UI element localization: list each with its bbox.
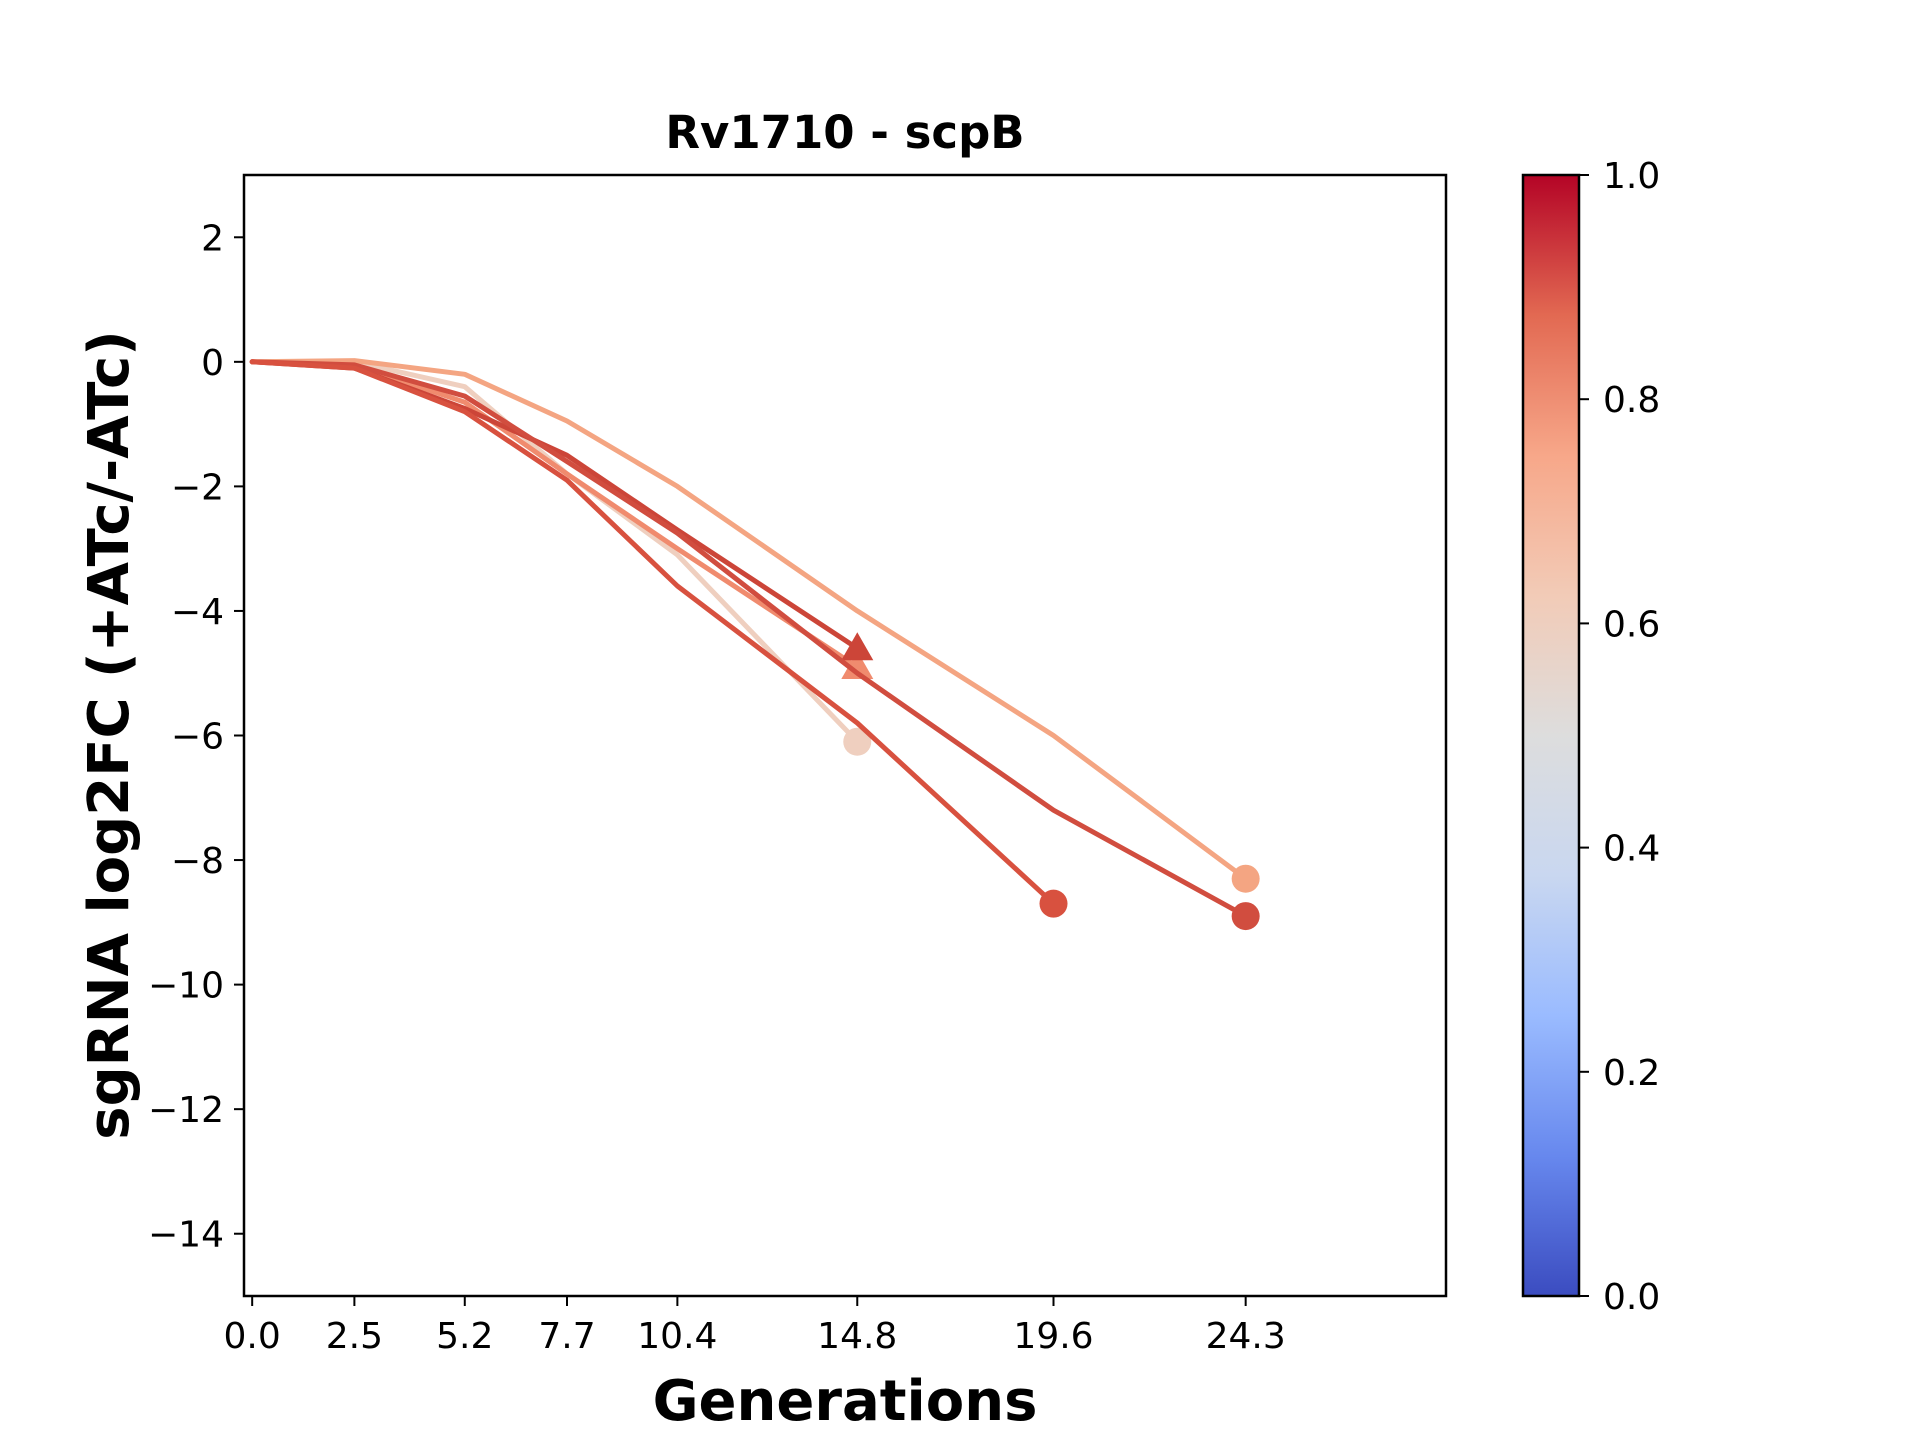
series-end-marker-5 <box>1231 902 1260 931</box>
x-tick-label: 2.5 <box>326 1316 383 1357</box>
series-end-marker-3 <box>841 632 874 661</box>
y-tick-label: −10 <box>148 966 224 1007</box>
y-axis-label: sgRNA log2FC (+ATc/-ATc) <box>77 330 142 1140</box>
y-tick-label: −8 <box>171 841 224 882</box>
series-end-marker-4 <box>1231 864 1260 893</box>
colorbar-tick-label: 0.2 <box>1603 1053 1660 1094</box>
series-line-5 <box>249 359 1249 919</box>
colorbar-tick-label: 0.8 <box>1603 380 1660 421</box>
y-axis: 2 0 −2 −4 −6 −8 −10 −12 −14 <box>148 218 244 1256</box>
series-end-marker-6 <box>1039 889 1068 918</box>
series-end-marker-1 <box>843 727 872 756</box>
x-tick-label: 5.2 <box>436 1316 493 1357</box>
series-end-marker-2 <box>841 651 874 679</box>
colorbar-tick-label: 1.0 <box>1603 156 1660 197</box>
colorbar <box>1521 173 1581 1298</box>
y-tick-label: −4 <box>171 592 224 633</box>
x-axis-label: Generations <box>653 1369 1038 1434</box>
x-tick-label: 10.4 <box>637 1316 717 1357</box>
colorbar-tick-label: 0.0 <box>1603 1277 1660 1318</box>
x-tick-label: 14.8 <box>817 1316 897 1357</box>
y-tick-label: 0 <box>201 343 224 384</box>
series-line-4 <box>249 358 1249 882</box>
series-line-2 <box>249 359 860 670</box>
x-tick-label: 0.0 <box>224 1316 281 1357</box>
y-tick-label: −12 <box>148 1090 224 1131</box>
x-axis: 0.0 2.5 5.2 7.7 10.4 14.8 19.6 24.3 <box>224 1296 1286 1357</box>
y-tick-label: −2 <box>171 467 224 508</box>
colorbar-axis: 0.0 0.2 0.4 0.6 0.8 1.0 <box>1579 156 1660 1318</box>
x-tick-label: 24.3 <box>1206 1316 1286 1357</box>
series-layer <box>249 358 1260 931</box>
chart-title: Rv1710 - scpB <box>665 106 1024 159</box>
colorbar-tick-label: 0.6 <box>1603 604 1660 645</box>
y-tick-label: −6 <box>171 717 224 758</box>
colorbar-tick-label: 0.4 <box>1603 829 1660 870</box>
x-tick-label: 19.6 <box>1013 1316 1093 1357</box>
series-line-6 <box>249 359 1056 907</box>
x-tick-label: 7.7 <box>538 1316 595 1357</box>
y-tick-label: −14 <box>148 1215 224 1256</box>
y-tick-label: 2 <box>201 218 224 259</box>
series-line-1 <box>249 359 860 745</box>
